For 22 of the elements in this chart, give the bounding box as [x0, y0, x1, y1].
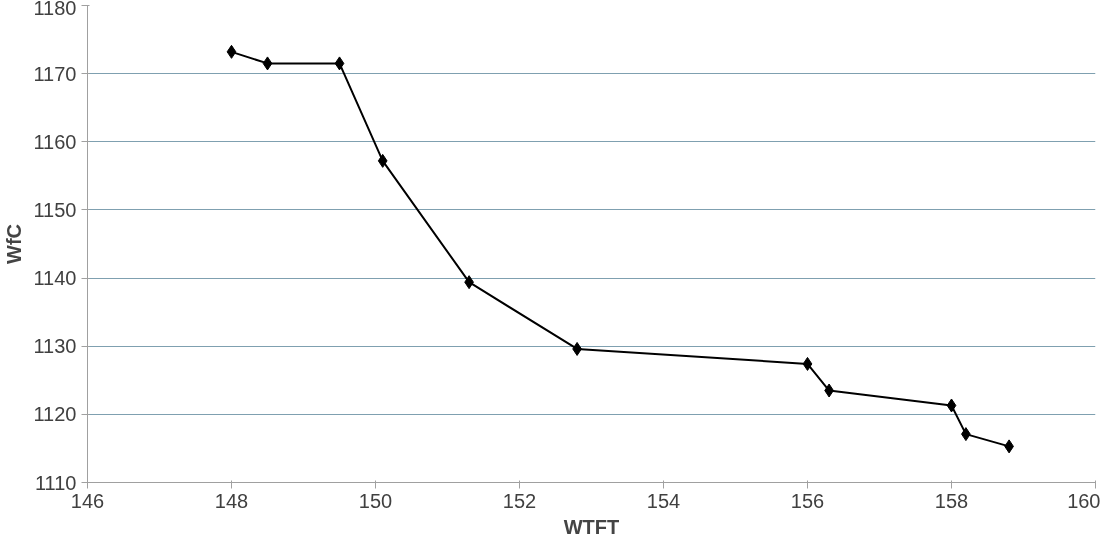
- y-tick-label: 1180: [33, 0, 77, 19]
- y-axis-title: WfC: [3, 224, 26, 264]
- x-tick-label: 154: [646, 489, 681, 512]
- x-tick-label: 148: [214, 489, 249, 512]
- x-tick-label: 156: [790, 489, 825, 512]
- x-tick-label: 158: [934, 489, 969, 512]
- point: [802, 356, 813, 371]
- y-tick-label: 1130: [33, 335, 77, 358]
- y-tick-label: 1120: [33, 403, 77, 426]
- y-tick-label: 1160: [33, 130, 77, 153]
- x-tick-label: 160: [1067, 489, 1101, 512]
- y-tick-label: 1170: [33, 62, 77, 85]
- point: [377, 153, 388, 168]
- y-tick-label: 1150: [33, 198, 77, 221]
- x-tick-label: 150: [358, 489, 393, 512]
- y-tick-label: 1140: [33, 267, 77, 290]
- point: [334, 56, 345, 71]
- x-axis-title: WTFT: [563, 515, 620, 538]
- point: [946, 398, 957, 413]
- point: [262, 56, 273, 71]
- point: [226, 44, 237, 59]
- x-tick-label: 152: [502, 489, 537, 512]
